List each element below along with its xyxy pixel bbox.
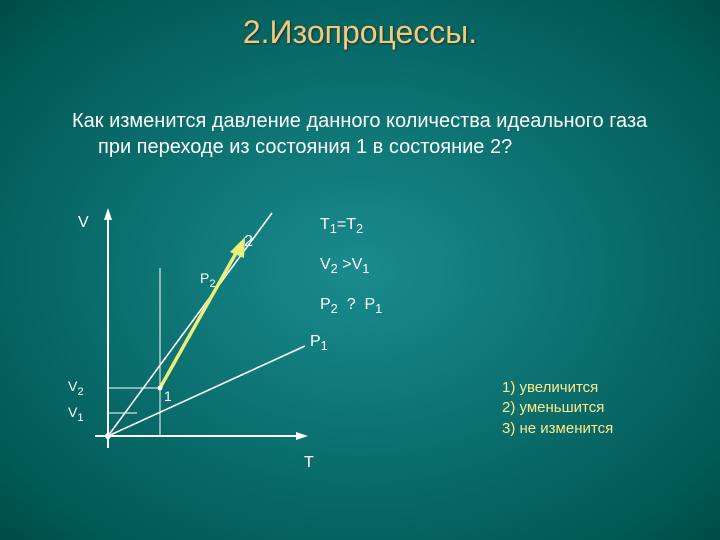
p2-line-label: Р2 xyxy=(200,270,216,290)
relation-t: T1=T2 xyxy=(320,216,363,236)
answer-1: 1) увеличится xyxy=(502,378,613,398)
question-text: Как изменится давление данного количеств… xyxy=(72,108,660,160)
relation-p: P2 ? P1 xyxy=(320,296,382,316)
slide: 2.Изопроцессы. Как изменится давление да… xyxy=(0,0,720,540)
answer-2: 2) уменьшится xyxy=(502,398,613,418)
state-1-label: 1 xyxy=(164,388,172,404)
axis-t-label: T xyxy=(304,454,314,472)
v1-label: V1 xyxy=(68,404,84,424)
relation-v: V2 >V1 xyxy=(320,256,369,276)
slide-title: 2.Изопроцессы. xyxy=(0,14,720,51)
v2-label: V2 xyxy=(68,378,84,398)
answer-3: 3) не изменится xyxy=(502,419,613,439)
vt-diagram xyxy=(90,208,320,468)
axis-v-label: V xyxy=(78,214,89,232)
state-2-label: 2 xyxy=(244,233,253,251)
p1-line-label: Р1 xyxy=(310,333,328,353)
answer-options: 1) увеличится 2) уменьшится 3) не измени… xyxy=(502,378,613,439)
